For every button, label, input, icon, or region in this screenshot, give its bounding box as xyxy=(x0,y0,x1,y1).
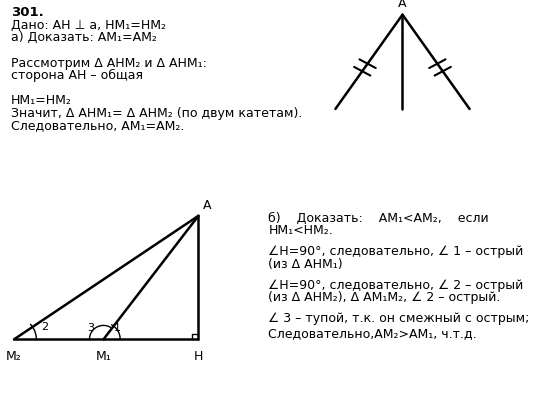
Text: M₁: M₁ xyxy=(96,350,111,363)
Text: A: A xyxy=(398,0,407,10)
Text: ∠ 3 – тупой, т.к. он смежный с острым;: ∠ 3 – тупой, т.к. он смежный с острым; xyxy=(268,312,530,325)
Text: Следовательно, АМ₁=АМ₂.: Следовательно, АМ₁=АМ₂. xyxy=(11,119,184,132)
Text: ∠Н=90°, следовательно, ∠ 2 – острый: ∠Н=90°, следовательно, ∠ 2 – острый xyxy=(268,279,524,292)
Text: НМ₁<НМ₂.: НМ₁<НМ₂. xyxy=(268,224,333,237)
Text: ∠Н=90°, следовательно, ∠ 1 – острый: ∠Н=90°, следовательно, ∠ 1 – острый xyxy=(268,245,524,258)
Text: а) Доказать: АМ₁=АМ₂: а) Доказать: АМ₁=АМ₂ xyxy=(11,31,157,44)
Text: 1: 1 xyxy=(114,323,121,333)
Text: 301.: 301. xyxy=(11,6,44,19)
Text: НМ₁=НМ₂: НМ₁=НМ₂ xyxy=(11,94,72,107)
Text: A: A xyxy=(203,199,211,212)
Text: Следовательно,АМ₂>АМ₁, ч.т.д.: Следовательно,АМ₂>АМ₁, ч.т.д. xyxy=(268,327,477,340)
Text: б)    Доказать:    АМ₁<АМ₂,    если: б) Доказать: АМ₁<АМ₂, если xyxy=(268,212,489,225)
Text: сторона АН – общая: сторона АН – общая xyxy=(11,69,143,82)
Text: (из Δ АНМ₂), Δ АМ₁М₂, ∠ 2 – острый.: (из Δ АНМ₂), Δ АМ₁М₂, ∠ 2 – острый. xyxy=(268,291,501,304)
Text: Рассмотрим Δ АНМ₂ и Δ АНМ₁:: Рассмотрим Δ АНМ₂ и Δ АНМ₁: xyxy=(11,57,207,70)
Text: H: H xyxy=(194,350,203,363)
Text: M₂: M₂ xyxy=(6,350,22,363)
Text: Значит, Δ АНМ₁= Δ АНМ₂ (по двум катетам).: Значит, Δ АНМ₁= Δ АНМ₂ (по двум катетам)… xyxy=(11,107,302,120)
Text: (из Δ АНМ₁): (из Δ АНМ₁) xyxy=(268,258,343,271)
Text: 2: 2 xyxy=(41,322,48,332)
Text: 3: 3 xyxy=(88,323,94,333)
Text: Дано: АН ⊥ a, НМ₁=НМ₂: Дано: АН ⊥ a, НМ₁=НМ₂ xyxy=(11,19,166,32)
